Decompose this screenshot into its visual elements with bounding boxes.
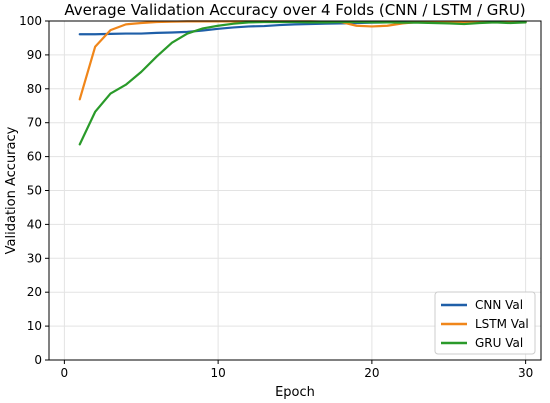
y-tick-label: 40 <box>27 217 42 231</box>
legend-box <box>434 291 536 355</box>
legend: CNN Val LSTM Val GRU Val <box>434 291 536 355</box>
y-tick-label: 0 <box>34 353 42 367</box>
y-tick-label: 90 <box>27 48 42 62</box>
y-tick-label: 10 <box>27 319 42 333</box>
x-tick-label: 0 <box>61 366 69 380</box>
series-line-2 <box>78 20 527 146</box>
legend-label-0: CNN Val <box>475 298 523 312</box>
y-axis-label: Validation Accuracy <box>4 126 19 254</box>
y-tick-label: 80 <box>27 82 42 96</box>
y-tick-label: 20 <box>27 285 42 299</box>
legend-label-2: GRU Val <box>475 336 523 350</box>
tick-layer: 0 10 20 30 0 10 20 30 40 50 60 70 80 90 100 <box>19 14 533 380</box>
legend-label-1: LSTM Val <box>475 317 529 331</box>
x-tick-label: 30 <box>518 366 533 380</box>
y-tick-label: 100 <box>19 14 42 28</box>
x-axis-label: Epoch <box>275 385 315 400</box>
y-tick-label: 60 <box>27 150 42 164</box>
x-tick-label: 20 <box>364 366 379 380</box>
chart-title: Average Validation Accuracy over 4 Folds… <box>64 1 525 19</box>
y-tick-label: 70 <box>27 116 42 130</box>
x-tick-label: 10 <box>210 366 225 380</box>
y-tick-label: 50 <box>27 184 42 198</box>
y-tick-label: 30 <box>27 251 42 265</box>
